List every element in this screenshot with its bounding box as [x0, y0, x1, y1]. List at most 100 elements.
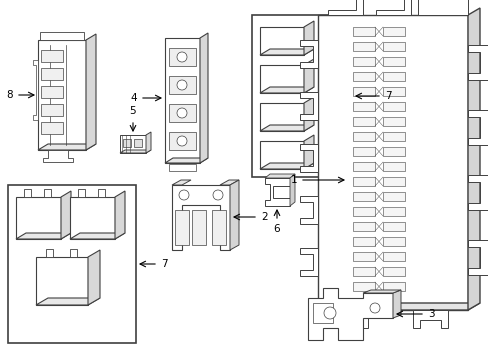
Bar — [382, 222, 404, 231]
Polygon shape — [260, 125, 313, 131]
Polygon shape — [70, 233, 125, 239]
Polygon shape — [24, 189, 31, 197]
Text: 2: 2 — [261, 212, 267, 222]
Polygon shape — [98, 189, 105, 197]
Bar — [382, 27, 404, 36]
Bar — [41, 104, 63, 116]
Polygon shape — [299, 40, 317, 68]
Polygon shape — [467, 8, 479, 310]
Bar — [41, 68, 63, 80]
Polygon shape — [260, 141, 304, 169]
Bar — [8, 185, 136, 343]
Polygon shape — [260, 163, 313, 169]
Bar — [41, 50, 63, 62]
Polygon shape — [200, 33, 207, 163]
Bar — [352, 147, 374, 156]
Polygon shape — [467, 45, 487, 80]
Polygon shape — [260, 87, 313, 93]
Polygon shape — [467, 175, 487, 210]
Polygon shape — [229, 180, 239, 250]
Polygon shape — [260, 65, 304, 93]
Bar — [352, 177, 374, 186]
Circle shape — [324, 307, 335, 319]
Polygon shape — [38, 144, 96, 150]
Polygon shape — [44, 189, 51, 197]
Text: 3: 3 — [427, 309, 434, 319]
Polygon shape — [299, 248, 317, 276]
Bar — [352, 72, 374, 81]
Bar — [352, 102, 374, 111]
Bar — [382, 102, 404, 111]
Polygon shape — [260, 49, 313, 55]
Polygon shape — [264, 178, 289, 206]
Polygon shape — [299, 92, 317, 120]
Circle shape — [213, 190, 223, 200]
Polygon shape — [220, 180, 239, 185]
Bar — [352, 42, 374, 51]
Polygon shape — [332, 310, 367, 328]
Text: 4: 4 — [130, 93, 137, 103]
Polygon shape — [423, 0, 458, 15]
Polygon shape — [467, 240, 487, 275]
Polygon shape — [164, 158, 207, 163]
Text: 7: 7 — [384, 91, 391, 101]
Bar — [382, 117, 404, 126]
Text: 5: 5 — [129, 106, 136, 116]
Bar — [352, 252, 374, 261]
Bar — [169, 104, 196, 122]
Bar — [352, 117, 374, 126]
Polygon shape — [467, 110, 487, 145]
Polygon shape — [86, 34, 96, 150]
Bar — [175, 210, 189, 245]
Polygon shape — [307, 288, 392, 340]
Polygon shape — [120, 135, 146, 153]
Bar — [352, 222, 374, 231]
Polygon shape — [16, 197, 61, 239]
Polygon shape — [40, 32, 84, 40]
Polygon shape — [304, 135, 313, 169]
Bar — [352, 132, 374, 141]
Text: 1: 1 — [290, 175, 296, 185]
Polygon shape — [120, 150, 151, 153]
Text: 8: 8 — [6, 90, 13, 100]
Polygon shape — [327, 0, 362, 15]
Bar — [134, 139, 142, 147]
Bar — [312, 303, 332, 323]
Polygon shape — [375, 0, 410, 15]
Text: 7: 7 — [161, 259, 167, 269]
Bar — [382, 282, 404, 291]
Bar — [352, 87, 374, 96]
Polygon shape — [260, 103, 304, 131]
Polygon shape — [317, 303, 479, 310]
Polygon shape — [260, 27, 304, 55]
Bar — [123, 139, 131, 147]
Polygon shape — [70, 249, 77, 257]
Polygon shape — [164, 38, 200, 163]
Polygon shape — [392, 290, 400, 318]
Polygon shape — [417, 0, 467, 15]
Bar — [352, 237, 374, 246]
Polygon shape — [61, 191, 71, 239]
Bar — [352, 57, 374, 66]
Circle shape — [177, 108, 186, 118]
Polygon shape — [299, 196, 317, 224]
Bar — [382, 147, 404, 156]
Bar — [212, 210, 225, 245]
Polygon shape — [304, 59, 313, 93]
Polygon shape — [46, 249, 53, 257]
Bar — [169, 48, 196, 66]
Polygon shape — [412, 310, 447, 328]
Polygon shape — [36, 298, 100, 305]
Polygon shape — [36, 257, 88, 305]
Polygon shape — [304, 21, 313, 55]
Bar — [382, 72, 404, 81]
Polygon shape — [115, 191, 125, 239]
Polygon shape — [169, 164, 196, 171]
Polygon shape — [304, 97, 313, 131]
Bar — [41, 122, 63, 134]
Bar — [352, 282, 374, 291]
Bar — [382, 207, 404, 216]
Polygon shape — [264, 174, 294, 178]
Circle shape — [177, 52, 186, 62]
Polygon shape — [43, 150, 73, 162]
